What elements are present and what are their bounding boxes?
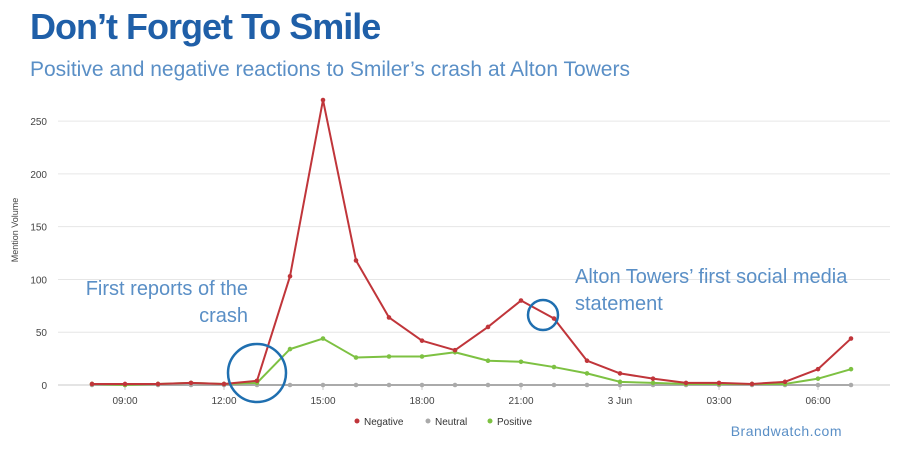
gridlines [58,120,890,333]
data-point-positive [287,346,293,352]
data-point-neutral [287,382,293,388]
y-tick-label: 250 [30,117,47,128]
y-tick-label: 50 [36,328,48,339]
annotation-first-reports: First reports of the crash [85,278,248,327]
data-point-positive [353,355,359,360]
series-layer [89,97,854,388]
data-point-negative [254,378,260,384]
legend: Negative Neutral Positive [354,417,532,428]
data-point-neutral [617,382,623,388]
x-tick-label: 3 Jun [608,396,632,407]
y-tick-label: 150 [30,223,47,234]
data-point-positive [617,379,623,385]
data-point-negative [551,316,557,321]
x-axis: 09:00 12:00 15:00 18:00 21:00 3 Jun 03:00 06:00 [58,384,890,407]
data-point-negative [749,381,755,387]
data-point-negative [221,381,227,387]
data-point-negative [650,376,656,381]
y-tick-label: 200 [30,170,47,181]
data-point-neutral [518,382,524,388]
series-line-positive [91,337,852,386]
data-point-negative [122,381,128,387]
data-point-negative [683,380,689,386]
y-axis: 0 50 100 150 200 250 [30,117,47,392]
data-point-negative [485,324,491,330]
data-point-neutral [419,382,425,388]
data-point-positive [848,366,854,372]
data-point-negative [287,273,293,279]
x-tick-label: 09:00 [112,396,137,407]
data-point-positive [386,354,392,359]
data-point-negative [848,336,854,341]
data-point-neutral [815,382,821,388]
data-point-negative [782,379,788,385]
annotation-social-statement: Alton Towers’ first social media stateme… [575,266,848,315]
x-tick-label: 03:00 [706,396,731,407]
legend-marker-neutral [425,418,431,424]
statement-circle [526,298,560,332]
data-point-neutral [584,382,590,388]
data-point-negative [419,338,425,343]
data-point-negative [89,381,95,387]
data-point-negative [155,381,161,387]
data-point-neutral [320,382,326,388]
data-point-neutral [848,382,854,388]
y-tick-label: 0 [41,381,47,392]
series-line-negative [92,99,852,385]
data-point-negative [716,380,722,386]
data-point-negative [353,258,359,263]
data-point-neutral [353,382,359,388]
data-point-neutral [386,382,392,388]
data-point-positive [485,358,491,364]
y-tick-label: 100 [30,275,47,286]
data-point-negative [452,347,458,353]
data-point-negative [584,358,590,364]
x-tick-label: 21:00 [508,396,533,407]
source-credit: Brandwatch.com [730,423,842,439]
x-tick-label: 06:00 [805,396,830,407]
data-point-negative [188,380,194,386]
data-point-positive [419,354,425,359]
data-point-negative [518,298,524,303]
legend-marker-positive [487,418,493,424]
first-reports-circle [226,342,288,404]
data-point-negative [815,366,821,372]
legend-label-neutral: Neutral [435,417,467,428]
data-point-neutral [485,382,491,388]
data-point-positive [815,376,821,381]
data-point-negative [320,97,326,103]
data-point-neutral [551,382,557,388]
data-point-positive [584,371,590,376]
x-tick-label: 12:00 [211,396,236,407]
data-point-negative [617,371,623,376]
data-point-positive [518,359,524,365]
y-axis-label: Mention Volume [10,198,20,263]
legend-marker-negative [354,418,360,424]
legend-label-negative: Negative [364,417,404,428]
data-point-negative [386,315,392,320]
x-tick-label: 18:00 [409,396,434,407]
legend-label-positive: Positive [497,417,532,428]
data-point-neutral [452,382,458,388]
data-point-positive [650,380,656,386]
chart-title: Don’t Forget To Smile [30,6,381,47]
data-point-positive [551,364,557,370]
x-tick-label: 15:00 [310,396,335,407]
data-point-positive [320,336,326,341]
chart-subtitle: Positive and negative reactions to Smile… [30,58,630,81]
